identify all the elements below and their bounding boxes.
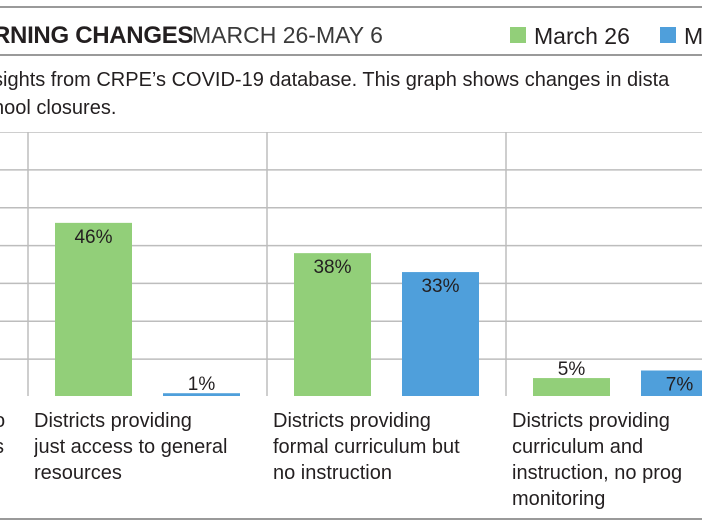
bar-march-1 (294, 253, 371, 396)
category-label-0: Districts providing just access to gener… (34, 410, 228, 484)
bar-march-2 (533, 378, 610, 396)
data-label-march-1: 38% (313, 257, 351, 278)
bar-may-2 (641, 370, 702, 396)
chart-title: RNING CHANGES (0, 22, 194, 49)
legend-label-may: M (684, 23, 702, 49)
category-label-2: Districts providing curriculum and instr… (512, 410, 683, 510)
bar-chart: 46% 38% 5% 1% 33% 7% (0, 132, 702, 396)
header-rule (0, 54, 702, 56)
data-label-may-1: 33% (421, 276, 459, 297)
category-label-1: Districts providing formal curriculum bu… (273, 410, 460, 484)
data-label-may-0: 1% (188, 374, 216, 395)
category-label-partial: o s (0, 408, 26, 468)
bar-may-0 (163, 393, 240, 396)
data-label-may-2: 7% (666, 375, 694, 396)
top-rule (0, 6, 702, 8)
bottom-rule (0, 518, 702, 520)
legend-swatch-march (510, 27, 526, 43)
chart-header: RNING CHANGES MARCH 26-MAY 6 March 26 M (0, 6, 702, 54)
chart-date-range: MARCH 26-MAY 6 (192, 22, 383, 48)
data-label-march-2: 5% (558, 359, 586, 380)
legend-swatch-may (660, 27, 676, 43)
bar-march-0 (55, 222, 132, 396)
bar-may-1 (402, 272, 479, 396)
legend-label-march: March 26 (534, 23, 630, 49)
data-label-march-0: 46% (74, 227, 112, 248)
chart-subtitle: sights from CRPE’s COVID-19 database. Th… (0, 69, 670, 119)
